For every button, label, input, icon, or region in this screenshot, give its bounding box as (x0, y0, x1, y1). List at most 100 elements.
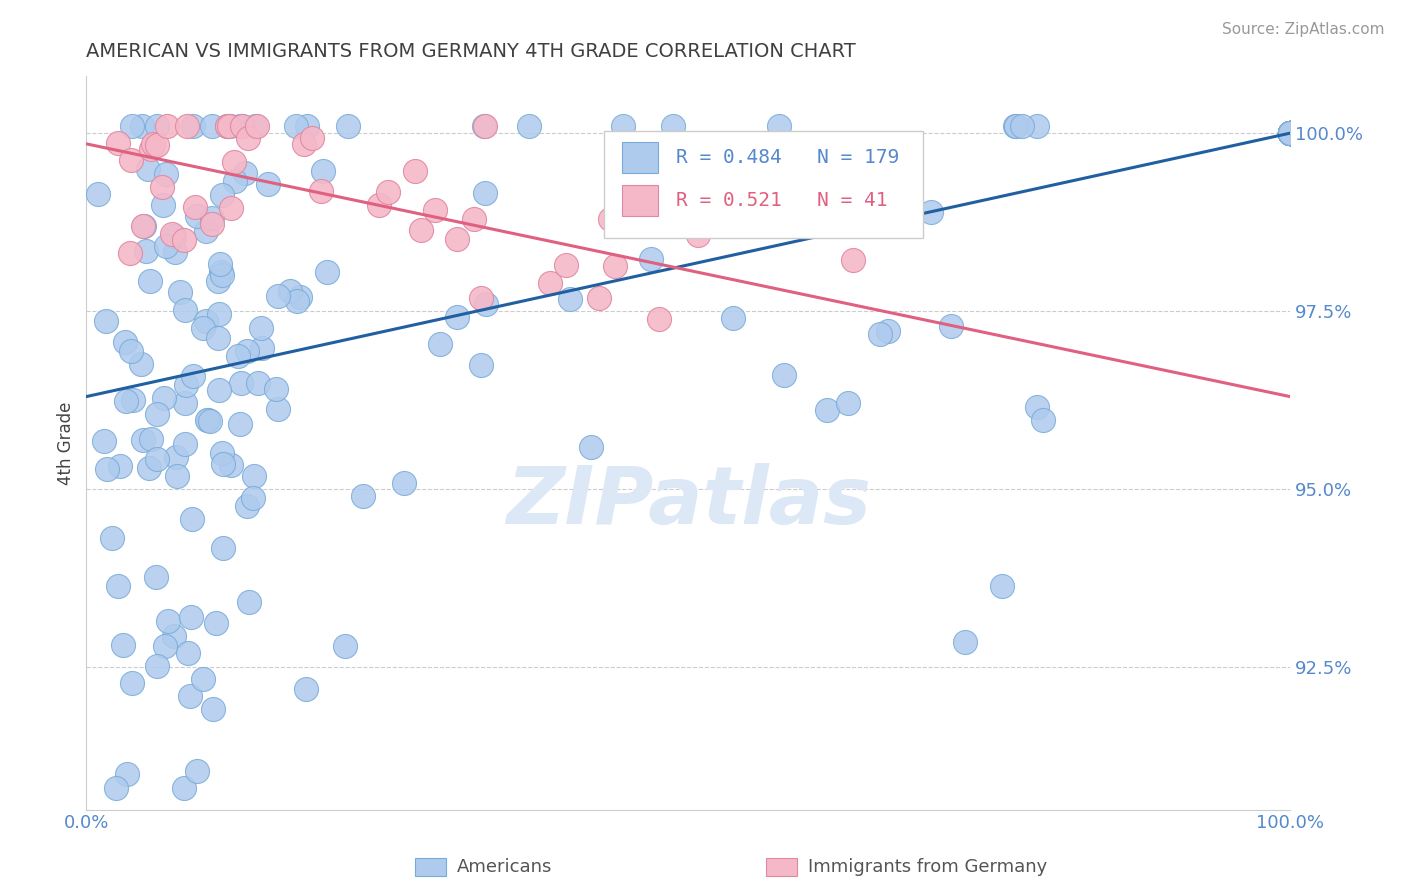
Point (215, 119, 238, 133)
Point (1279, 126, 1302, 140)
Point (142, 137, 165, 152)
Point (588, 291, 610, 305)
Point (773, 368, 796, 382)
Point (423, 202, 446, 217)
Point (1279, 126, 1302, 140)
Point (939, 319, 962, 334)
Point (115, 767, 138, 781)
Point (1279, 126, 1302, 140)
Text: ZIPatlas: ZIPatlas (506, 463, 870, 541)
Point (470, 291, 492, 305)
Point (953, 634, 976, 648)
Point (150, 180, 173, 194)
Point (212, 457, 235, 471)
Point (446, 232, 468, 246)
Point (104, 781, 127, 796)
Point (1279, 126, 1302, 140)
Point (1279, 126, 1302, 140)
Point (174, 377, 197, 392)
Point (233, 166, 256, 180)
Point (1279, 126, 1302, 140)
Point (207, 383, 229, 397)
Point (647, 312, 669, 326)
Point (173, 396, 195, 410)
Point (640, 252, 662, 266)
Point (208, 257, 231, 271)
Point (138, 460, 160, 475)
Point (474, 186, 496, 200)
Point (1279, 126, 1302, 140)
Point (169, 285, 191, 299)
Point (246, 376, 269, 390)
Point (145, 569, 167, 583)
Point (367, 197, 389, 211)
Point (1279, 126, 1302, 140)
Point (224, 174, 246, 188)
Point (221, 458, 243, 473)
Point (470, 359, 492, 373)
Text: R = 0.521   N = 41: R = 0.521 N = 41 (676, 191, 887, 210)
Point (1032, 413, 1054, 427)
Point (191, 672, 214, 686)
Text: Immigrants from Germany: Immigrants from Germany (808, 858, 1047, 876)
Point (446, 310, 468, 324)
Point (94, 313, 117, 327)
Point (198, 414, 221, 428)
Point (219, 119, 242, 133)
Point (176, 119, 198, 133)
Point (177, 646, 200, 660)
Point (1279, 126, 1302, 140)
Point (869, 327, 891, 342)
Point (118, 246, 141, 260)
Y-axis label: 4th Grade: 4th Grade (58, 401, 75, 484)
Point (155, 239, 177, 253)
Point (186, 209, 208, 223)
Point (1279, 126, 1302, 140)
Point (194, 224, 217, 238)
Point (215, 119, 238, 133)
Point (166, 469, 188, 483)
FancyBboxPatch shape (621, 185, 658, 216)
Point (131, 119, 153, 133)
Point (1279, 126, 1302, 140)
Point (1279, 126, 1302, 140)
Point (1279, 126, 1302, 140)
Point (155, 167, 177, 181)
Point (195, 314, 218, 328)
Point (1279, 126, 1302, 140)
Point (195, 413, 218, 427)
Text: Source: ZipAtlas.com: Source: ZipAtlas.com (1222, 22, 1385, 37)
Point (1279, 126, 1302, 140)
Point (107, 136, 129, 150)
Point (184, 200, 207, 214)
Point (181, 511, 204, 525)
Point (579, 440, 602, 454)
Point (267, 401, 290, 416)
Point (1004, 119, 1026, 133)
Point (238, 595, 260, 609)
Point (243, 119, 266, 133)
Point (226, 349, 249, 363)
Point (202, 702, 225, 716)
Point (112, 638, 135, 652)
Point (295, 119, 318, 133)
Point (163, 228, 186, 243)
Point (132, 433, 155, 447)
Point (165, 245, 187, 260)
Point (555, 258, 578, 272)
Point (236, 499, 259, 513)
Point (1279, 126, 1302, 140)
Point (1279, 126, 1302, 140)
Point (474, 119, 496, 133)
Point (1279, 126, 1302, 140)
Point (337, 119, 360, 133)
Point (603, 259, 626, 273)
Point (1005, 119, 1028, 133)
Point (242, 491, 264, 505)
Point (1279, 126, 1302, 140)
Point (152, 391, 174, 405)
Point (173, 233, 195, 247)
Point (180, 610, 202, 624)
Point (224, 155, 246, 169)
Point (197, 413, 219, 427)
